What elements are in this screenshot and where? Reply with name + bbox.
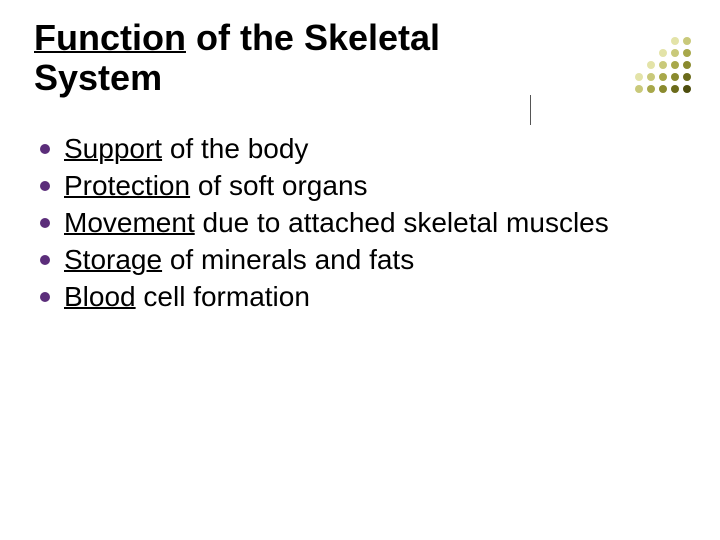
list-item-text: Blood cell formation [64, 279, 310, 314]
list-item-rest: of the body [162, 133, 308, 164]
list-item: Movement due to attached skeletal muscle… [40, 205, 686, 240]
dot-icon [683, 37, 691, 45]
dot-icon [671, 49, 679, 57]
bullet-list: Support of the bodyProtection of soft or… [34, 131, 686, 314]
bullet-icon [40, 144, 50, 154]
dot-icon [671, 73, 679, 81]
dot-icon [683, 85, 691, 93]
list-item-lead: Blood [64, 281, 136, 312]
dot-icon [659, 85, 667, 93]
dot-icon [671, 37, 679, 45]
dot-icon [659, 61, 667, 69]
bullet-icon [40, 255, 50, 265]
bullet-icon [40, 181, 50, 191]
dot-icon [635, 73, 643, 81]
title-block: Function of the Skeletal System [34, 18, 474, 97]
list-item-rest: due to attached skeletal muscles [195, 207, 609, 238]
list-item-lead: Support [64, 133, 162, 164]
list-item-lead: Storage [64, 244, 162, 275]
list-item-rest: of minerals and fats [162, 244, 414, 275]
dot-icon [671, 61, 679, 69]
slide: Function of the Skeletal System Support … [0, 0, 720, 540]
list-item: Protection of soft organs [40, 168, 686, 203]
list-item-lead: Protection [64, 170, 190, 201]
list-item: Support of the body [40, 131, 686, 166]
slide-title: Function of the Skeletal System [34, 18, 474, 97]
dot-icon [647, 85, 655, 93]
list-item-text: Movement due to attached skeletal muscle… [64, 205, 609, 240]
list-item-rest: cell formation [136, 281, 310, 312]
list-item-text: Storage of minerals and fats [64, 242, 414, 277]
dot-icon [647, 73, 655, 81]
vertical-divider [530, 95, 531, 125]
dot-icon [683, 73, 691, 81]
list-item-rest: of soft organs [190, 170, 367, 201]
dot-icon [635, 85, 643, 93]
bullet-icon [40, 292, 50, 302]
dot-icon [671, 85, 679, 93]
dot-icon [659, 49, 667, 57]
list-item: Storage of minerals and fats [40, 242, 686, 277]
dot-icon [659, 73, 667, 81]
list-item-text: Support of the body [64, 131, 308, 166]
list-item-lead: Movement [64, 207, 195, 238]
list-item: Blood cell formation [40, 279, 686, 314]
list-item-text: Protection of soft organs [64, 168, 368, 203]
title-underlined: Function [34, 17, 186, 58]
dot-icon [647, 61, 655, 69]
dot-icon [683, 49, 691, 57]
dot-icon [683, 61, 691, 69]
bullet-icon [40, 218, 50, 228]
decorative-dots [634, 36, 692, 94]
